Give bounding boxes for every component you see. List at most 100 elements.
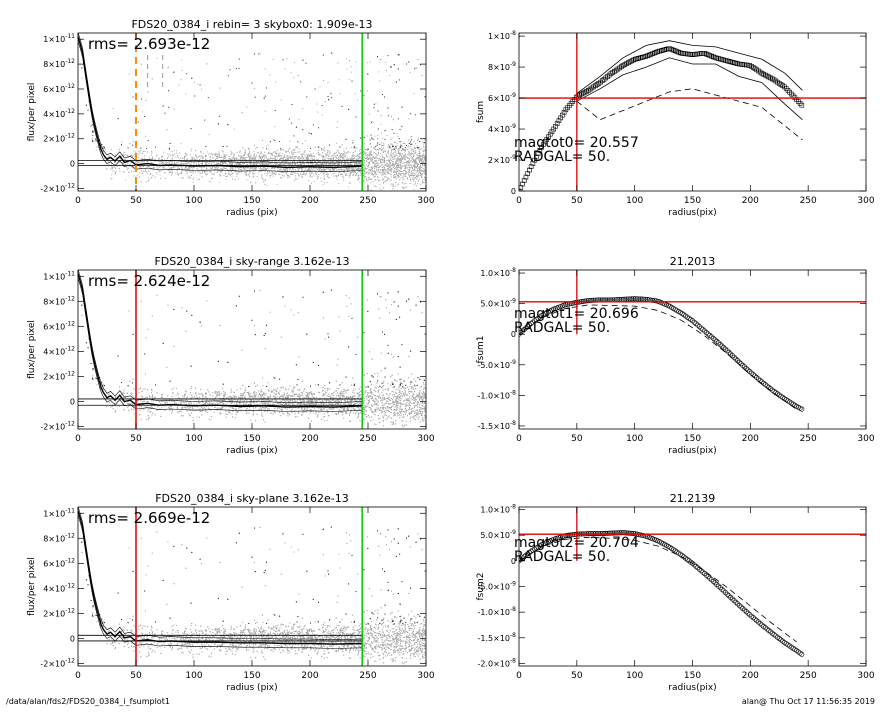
scatter-point xyxy=(185,154,187,156)
scatter-point xyxy=(378,171,380,173)
scatter-point xyxy=(393,132,395,134)
scatter-point xyxy=(136,161,138,163)
scatter-point xyxy=(364,169,366,171)
scatter-point xyxy=(181,168,183,170)
scatter-point xyxy=(416,154,418,156)
scatter-point xyxy=(341,144,343,146)
scatter-point xyxy=(156,171,158,173)
scatter-point xyxy=(419,152,421,154)
scatter-point xyxy=(204,119,206,121)
scatter-point xyxy=(196,178,198,180)
scatter-point xyxy=(418,170,420,172)
scatter-point xyxy=(225,159,227,161)
scatter-point xyxy=(318,149,320,151)
scatter-point xyxy=(203,170,205,172)
scatter-point xyxy=(374,157,376,159)
scatter-point xyxy=(189,171,191,173)
scatter-point xyxy=(368,165,369,167)
scatter-point xyxy=(308,169,310,171)
scatter-point xyxy=(291,153,293,155)
scatter-point xyxy=(169,143,171,144)
scatter-point xyxy=(352,159,353,161)
scatter-point xyxy=(125,159,126,161)
scatter-point xyxy=(339,93,341,95)
scatter-point xyxy=(414,166,416,167)
scatter-point xyxy=(424,139,426,141)
scatter-point xyxy=(306,154,308,156)
scatter-point xyxy=(141,160,143,162)
scatter-point xyxy=(132,96,134,98)
scatter-point xyxy=(412,157,414,158)
scatter-point xyxy=(328,170,330,172)
scatter-point xyxy=(235,158,237,160)
scatter-point xyxy=(280,177,282,179)
scatter-point xyxy=(409,179,411,181)
scatter-point xyxy=(366,156,368,158)
scatter-point xyxy=(294,163,296,165)
scatter-point xyxy=(235,171,237,173)
scatter-point xyxy=(345,174,346,176)
scatter-point xyxy=(223,153,225,155)
scatter-point xyxy=(384,160,386,162)
scatter-point xyxy=(355,159,357,161)
scatter-point xyxy=(183,163,185,165)
scatter-point xyxy=(254,96,256,98)
scatter-point xyxy=(304,168,306,170)
scatter-point xyxy=(327,165,329,167)
scatter-point xyxy=(291,122,292,124)
scatter-point xyxy=(163,166,165,168)
scatter-point xyxy=(398,54,400,56)
scatter-point xyxy=(224,167,226,169)
scatter-point xyxy=(269,162,270,164)
scatter-point xyxy=(357,179,359,181)
scatter-point xyxy=(389,179,391,181)
scatter-point xyxy=(401,166,403,168)
scatter-point xyxy=(364,154,366,156)
scatter-point xyxy=(368,148,370,150)
scatter-point xyxy=(116,165,118,167)
scatter-point xyxy=(355,155,357,157)
scatter-point xyxy=(184,157,186,159)
scatter-point xyxy=(338,157,340,159)
scatter-point xyxy=(408,153,410,155)
scatter-point xyxy=(172,155,174,157)
scatter-point xyxy=(402,176,404,178)
scatter-point xyxy=(119,162,121,163)
scatter-point xyxy=(317,169,319,171)
scatter-point xyxy=(221,170,223,171)
scatter-point xyxy=(293,135,295,137)
scatter-point xyxy=(285,151,287,153)
scatter-point xyxy=(403,154,405,156)
scatter-point xyxy=(305,157,307,159)
scatter-point xyxy=(362,153,364,155)
scatter-point xyxy=(334,168,336,170)
scatter-point xyxy=(146,160,148,162)
scatter-point xyxy=(421,174,423,176)
scatter-point xyxy=(397,118,399,120)
scatter-point xyxy=(411,156,412,158)
scatter-point xyxy=(237,163,239,165)
scatter-point xyxy=(363,94,365,96)
scatter-point xyxy=(378,197,379,198)
scatter-point xyxy=(111,163,113,165)
scatter-point xyxy=(114,162,116,163)
scatter-point xyxy=(395,155,397,157)
scatter-point xyxy=(185,161,187,163)
scatter-point xyxy=(195,171,196,173)
scatter-point xyxy=(310,133,312,134)
scatter-point xyxy=(235,68,237,70)
scatter-point xyxy=(256,162,258,164)
scatter-point xyxy=(216,163,218,165)
scatter-point xyxy=(409,153,411,155)
scatter-point xyxy=(395,154,397,156)
scatter-point xyxy=(409,174,411,176)
scatter-point xyxy=(195,163,197,165)
scatter-point xyxy=(260,157,262,159)
scatter-point xyxy=(316,103,318,105)
scatter-point xyxy=(393,170,395,171)
scatter-point xyxy=(336,178,338,180)
scatter-point xyxy=(378,168,380,170)
scatter-point xyxy=(422,182,424,184)
scatter-point xyxy=(383,182,385,183)
scatter-point xyxy=(387,179,389,181)
